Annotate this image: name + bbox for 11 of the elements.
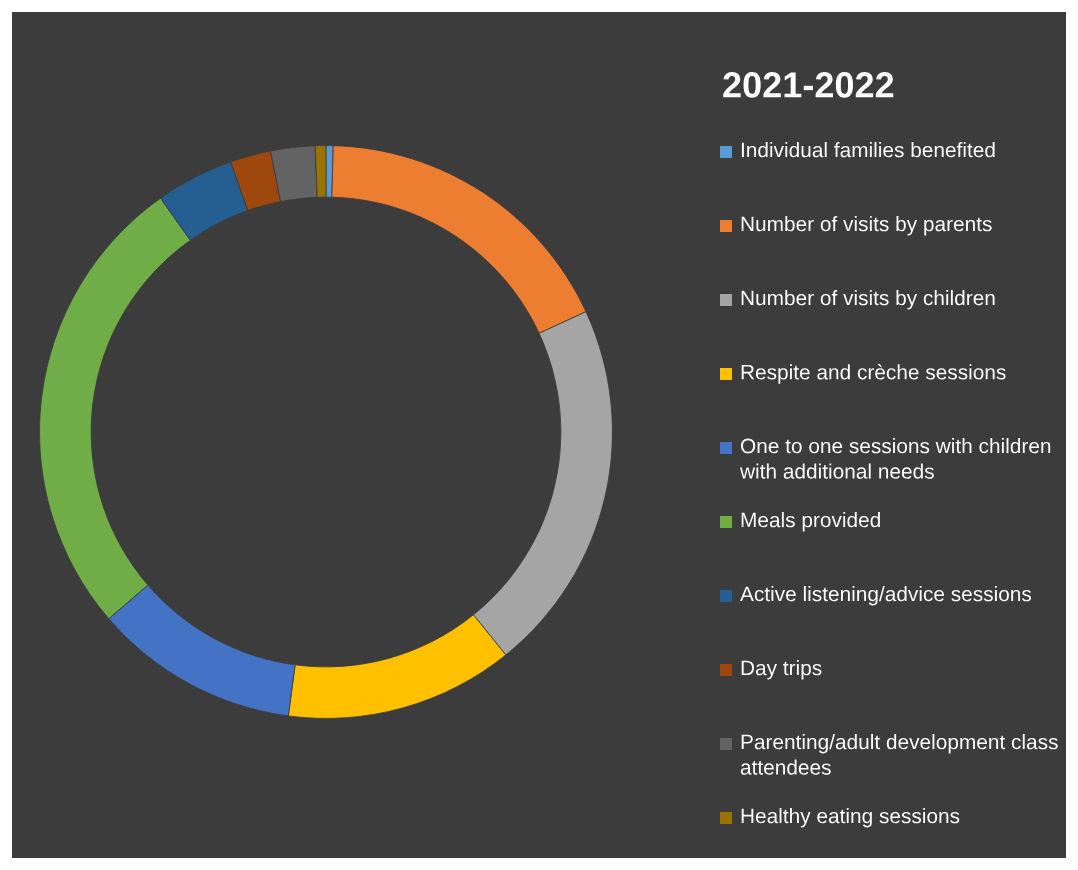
legend-label: Number of visits by children (741, 290, 995, 310)
legend-label: Parenting/adult development class attendees (740, 734, 1058, 775)
legend-label: One to one sessions with children with additional needs (739, 438, 1051, 479)
legend-label: Respite and crèche sessions (741, 364, 1006, 384)
legend-label: Day trips (741, 660, 822, 680)
legend-label: Individual families benefited (741, 142, 995, 158)
chart-title: 2021-2022 (723, 72, 894, 98)
legend-label: Meals provided (741, 512, 880, 532)
legend-label: Healthy eating sessions (741, 808, 960, 828)
legend-label: Number of visits by parents (741, 216, 992, 236)
legend-label: Active listening/advice sessions (740, 586, 1032, 606)
